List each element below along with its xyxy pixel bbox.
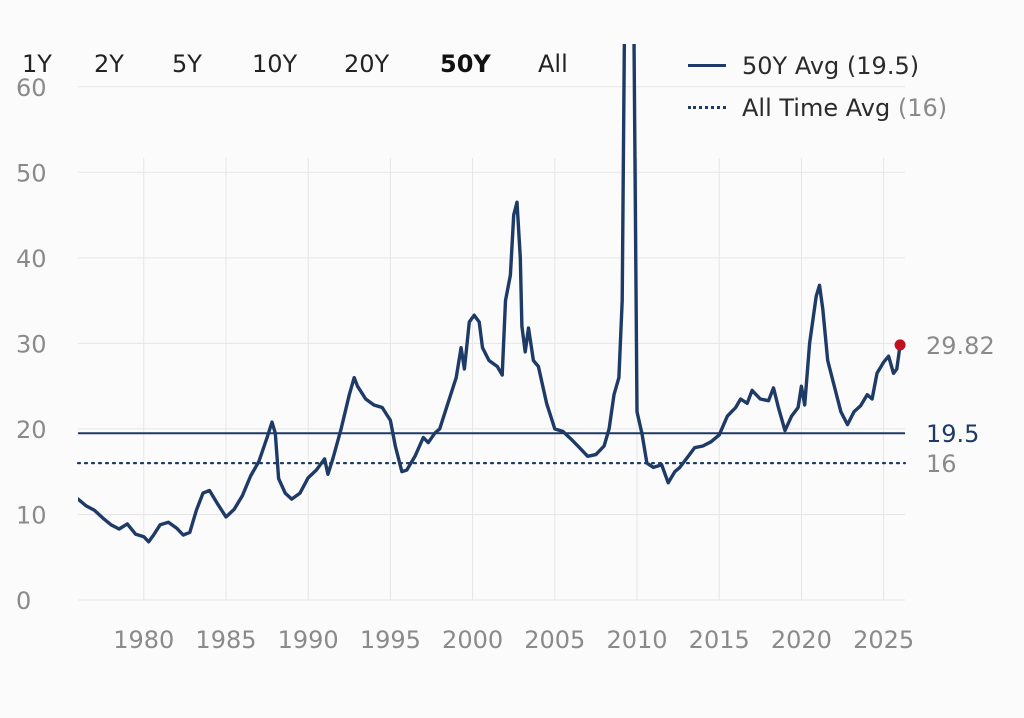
reference-lines: 19.516 [76,420,979,478]
range-20y-button[interactable]: 20Y [344,50,390,78]
legend-50y-avg-label: 50Y Avg [742,52,840,80]
range-all-button[interactable]: All [538,50,568,78]
range-2y-button[interactable]: 2Y [94,50,124,78]
y-tick-label-0: 0 [16,587,31,615]
y-axis-tick-labels: 0 10 20 30 40 50 60 [16,74,47,615]
legend-50y-avg-value: (19.5) [846,52,920,80]
series-line [78,44,902,544]
x-tick-label-2020: 2020 [771,626,832,654]
x-tick-label-1985: 1985 [195,626,256,654]
x-tick-label-2005: 2005 [524,626,585,654]
legend-all-time-avg: All Time Avg (16) [688,94,947,122]
x-tick-label-2010: 2010 [606,626,667,654]
all-time-avg-label: 16 [926,450,957,478]
y-tick-label-40: 40 [16,245,47,273]
y-tick-label-50: 50 [16,159,47,187]
latest-value-label: 29.82 [926,332,995,360]
legend-all-time-avg-label: All Time Avg [742,94,891,122]
legend-dotted-swatch [688,105,726,109]
range-5y-button[interactable]: 5Y [172,50,202,78]
x-tick-label-2025: 2025 [853,626,914,654]
y-tick-label-10: 10 [16,501,47,529]
x-axis-tick-labels: 1980 1985 1990 1995 2000 2005 2010 2015 2020 2025 [113,626,914,654]
fifty-year-avg-label: 19.5 [926,420,979,448]
y-tick-label-60: 60 [16,74,47,102]
x-tick-label-1995: 1995 [360,626,421,654]
range-50y-button[interactable]: 50Y [440,50,491,78]
range-1y-button[interactable]: 1Y [22,50,52,78]
legend-solid-swatch [688,63,726,67]
legend-all-time-avg-value: (16) [897,94,948,122]
x-tick-label-1980: 1980 [113,626,174,654]
y-tick-label-20: 20 [16,416,47,444]
y-tick-label-30: 30 [16,330,47,358]
legend-50y-avg: 50Y Avg (19.5) [688,52,919,80]
x-tick-label-2015: 2015 [689,626,750,654]
horizontal-gridlines [78,86,905,601]
x-tick-label-1990: 1990 [278,626,339,654]
range-10y-button[interactable]: 10Y [252,50,298,78]
x-tick-label-2000: 2000 [442,626,503,654]
latest-value-marker[interactable] [894,339,906,351]
